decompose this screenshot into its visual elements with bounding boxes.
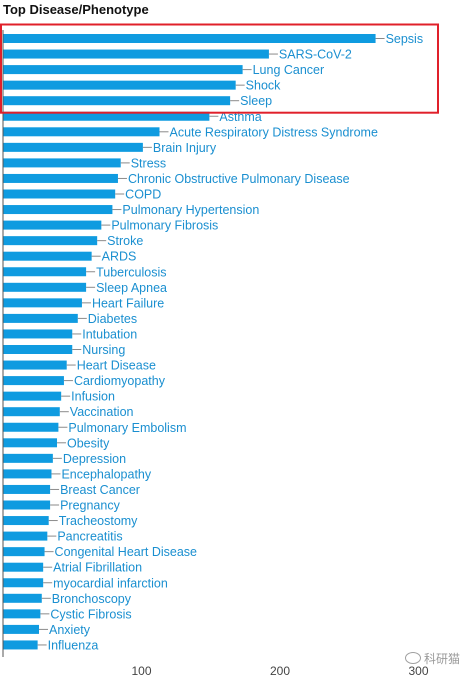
bar-label-pregnancy: Pregnancy [60, 499, 121, 513]
x-tick-label-300: 300 [408, 664, 428, 678]
bar-label-bronchoscopy: Bronchoscopy [52, 592, 132, 606]
bar-label-acute-respiratory-distress-syndrome: Acute Respiratory Distress Syndrome [170, 125, 378, 139]
bar-label-tuberculosis: Tuberculosis [96, 265, 166, 279]
bar-label-pancreatitis: Pancreatitis [57, 530, 122, 544]
bar-pulmonary-fibrosis [3, 220, 102, 230]
bar-atrial-fibrillation [3, 562, 44, 572]
bar-label-pulmonary-embolism: Pulmonary Embolism [68, 421, 186, 435]
bar-label-atrial-fibrillation: Atrial Fibrillation [53, 561, 142, 575]
bar-encephalopathy [3, 469, 52, 479]
bar-shock [3, 80, 236, 90]
bar-depression [3, 453, 53, 463]
bar-label-infusion: Infusion [71, 390, 115, 404]
bar-anxiety [3, 624, 40, 634]
bar-label-cystic-fibrosis: Cystic Fibrosis [50, 607, 131, 621]
bar-bronchoscopy [3, 593, 42, 603]
bar-label-stress: Stress [131, 156, 166, 170]
bar-label-lung-cancer: Lung Cancer [253, 63, 325, 77]
watermark: 科研猫 [404, 650, 460, 667]
bar-label-shock: Shock [246, 79, 281, 93]
bar-pancreatitis [3, 531, 48, 541]
bar-chronic-obstructive-pulmonary-disease [3, 173, 118, 183]
bar-asthma [3, 111, 210, 121]
bar-label-encephalopathy: Encephalopathy [61, 467, 151, 481]
bar-label-obesity: Obesity [67, 436, 110, 450]
bar-brain-injury [3, 142, 143, 152]
bar-pulmonary-hypertension [3, 205, 113, 215]
bar-ards [3, 251, 92, 261]
bar-label-diabetes: Diabetes [88, 312, 137, 326]
bar-label-sars-cov-2: SARS-CoV-2 [279, 48, 352, 62]
bar-cardiomyopathy [3, 376, 64, 386]
bar-label-depression: Depression [63, 452, 126, 466]
bar-lung-cancer [3, 65, 243, 75]
bar-stress [3, 158, 121, 168]
bar-label-sleep-apnea: Sleep Apnea [96, 281, 167, 295]
bar-label-influenza: Influenza [48, 638, 99, 652]
bar-label-heart-disease: Heart Disease [77, 359, 156, 373]
bar-label-stroke: Stroke [107, 234, 143, 248]
bar-label-cardiomyopathy: Cardiomyopathy [74, 374, 166, 388]
bar-intubation [3, 329, 73, 339]
bar-tuberculosis [3, 267, 87, 277]
bar-sepsis [3, 34, 376, 43]
bar-heart-failure [3, 298, 82, 308]
bar-sars-cov-2 [3, 49, 269, 59]
bar-obesity [3, 438, 58, 448]
watermark-text: 科研猫 [423, 652, 460, 666]
bar-infusion [3, 391, 62, 401]
bar-label-heart-failure: Heart Failure [92, 296, 164, 310]
bar-influenza [3, 640, 38, 650]
bar-label-sleep: Sleep [240, 94, 272, 108]
bar-nursing [3, 345, 73, 354]
bar-copd [3, 189, 116, 199]
x-tick-label-100: 100 [131, 664, 151, 678]
x-tick-label-200: 200 [270, 664, 290, 678]
bar-pregnancy [3, 500, 51, 510]
bar-label-pulmonary-hypertension: Pulmonary Hypertension [122, 203, 259, 217]
bar-stroke [3, 236, 98, 246]
bar-myocardial-infarction [3, 578, 44, 588]
bar-label-sepsis: Sepsis [386, 32, 424, 46]
highlight-box [0, 23, 439, 114]
bar-diabetes [3, 313, 78, 323]
bar-label-breast-cancer: Breast Cancer [60, 483, 140, 497]
bar-congenital-heart-disease [3, 547, 45, 557]
bars-layer [3, 34, 376, 650]
bar-pulmonary-embolism [3, 422, 59, 432]
bar-vaccination [3, 407, 60, 417]
bar-label-anxiety: Anxiety [49, 623, 91, 637]
bar-sleep [3, 96, 231, 106]
bar-cystic-fibrosis [3, 609, 41, 619]
bar-label-intubation: Intubation [82, 327, 137, 341]
bar-label-congenital-heart-disease: Congenital Heart Disease [55, 545, 197, 559]
ticks-layer: 100 200 300 [131, 664, 428, 678]
bar-label-copd: COPD [125, 188, 161, 202]
bar-label-myocardial-infarction: myocardial infarction [53, 576, 168, 590]
wechat-icon [404, 652, 421, 664]
bar-label-nursing: Nursing [82, 343, 125, 357]
bar-label-brain-injury: Brain Injury [153, 141, 217, 155]
bar-label-chronic-obstructive-pulmonary-disease: Chronic Obstructive Pulmonary Disease [128, 172, 350, 186]
bar-sleep-apnea [3, 282, 87, 292]
bar-acute-respiratory-distress-syndrome [3, 127, 160, 137]
bar-label-pulmonary-fibrosis: Pulmonary Fibrosis [111, 219, 218, 233]
bar-tracheostomy [3, 516, 49, 526]
bar-label-tracheostomy: Tracheostomy [59, 514, 138, 528]
bar-label-ards: ARDS [102, 250, 137, 264]
bar-heart-disease [3, 360, 67, 370]
chart-title: Top Disease/Phenotype [3, 2, 149, 17]
bar-label-vaccination: Vaccination [70, 405, 134, 419]
bar-breast-cancer [3, 484, 51, 494]
